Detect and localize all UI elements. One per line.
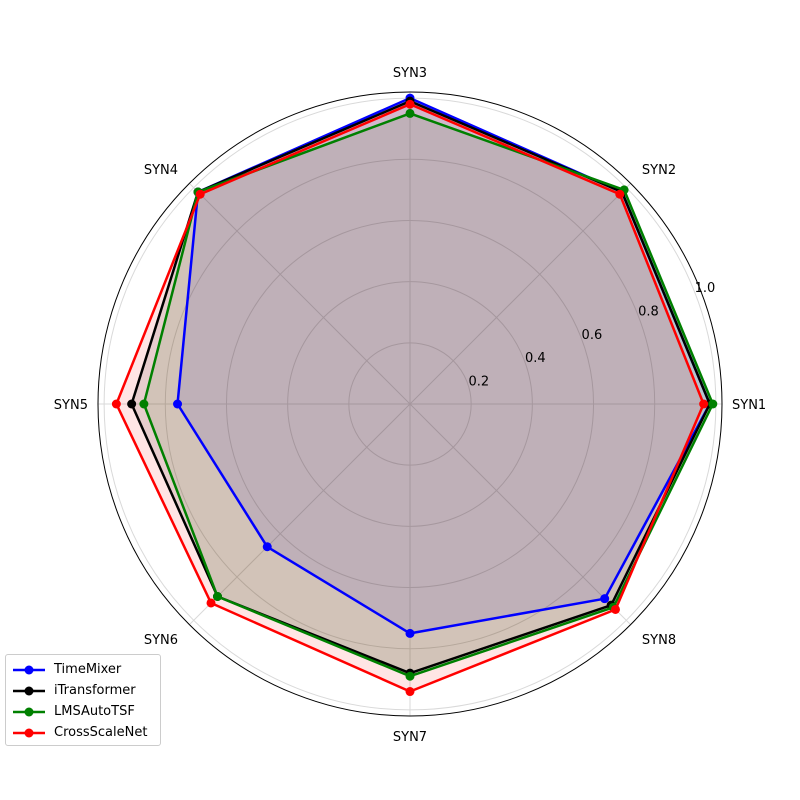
series-fills — [116, 98, 713, 692]
legend-item: TimeMixer — [12, 659, 154, 680]
r-tick-label-3: 0.8 — [638, 304, 659, 319]
series-3-point-6 — [405, 687, 415, 697]
series-1-point-4 — [127, 399, 137, 409]
series-3-point-0 — [699, 399, 709, 409]
category-label-syn7: SYN7 — [393, 730, 427, 745]
grid-spoke-5 — [189, 403, 411, 625]
series-2-point-5 — [213, 591, 223, 601]
legend-marker — [24, 665, 34, 674]
category-label-syn1: SYN1 — [732, 398, 766, 413]
legend-marker — [24, 728, 34, 737]
legend-item: iTransformer — [12, 680, 154, 701]
series-fill-3 — [116, 104, 704, 692]
series-3-point-4 — [111, 399, 121, 409]
legend-swatch — [13, 665, 45, 674]
series-0-point-4 — [173, 399, 183, 409]
legend-label: CrossScaleNet — [54, 725, 148, 740]
r-tick-label-4: 1.0 — [695, 281, 716, 296]
series-3-point-2 — [405, 99, 415, 109]
grid-layer — [97, 91, 723, 717]
series-fill-1 — [131, 101, 710, 674]
legend-label: TimeMixer — [54, 662, 122, 677]
legend-item: LMSAutoTSF — [12, 701, 154, 722]
legend-swatch — [13, 707, 45, 716]
series-0-point-7 — [600, 594, 610, 604]
series-2-point-0 — [708, 399, 718, 409]
legend-swatch — [13, 728, 45, 737]
category-label-syn2: SYN2 — [642, 163, 676, 178]
legend-label: LMSAutoTSF — [54, 704, 135, 719]
category-label-syn3: SYN3 — [393, 66, 427, 81]
series-3-point-5 — [206, 598, 216, 608]
series-2-point-2 — [405, 108, 415, 118]
series-lines — [111, 93, 718, 697]
series-2-point-4 — [139, 399, 149, 409]
legend-swatch — [13, 686, 45, 695]
labels: 0.2 0.4 0.6 0.8 1.0 SYN1 SYN2 SYN3 SYN4 SYN5 SYN6 S… — [54, 66, 766, 745]
r-tick-label-2: 0.6 — [582, 328, 603, 343]
legend-label: iTransformer — [54, 683, 136, 698]
r-tick-label-1: 0.4 — [525, 351, 546, 366]
legend-marker — [24, 707, 34, 716]
r-tick-label-0: 0.2 — [469, 375, 490, 390]
series-3-point-3 — [195, 189, 205, 199]
legend: TimeMixer iTransformer LMSAutoTSF CrossScal… — [5, 654, 161, 746]
grid-spoke-3 — [189, 183, 411, 405]
category-label-syn8: SYN8 — [642, 633, 676, 648]
series-3-point-7 — [610, 604, 620, 614]
series-2-point-6 — [405, 671, 415, 681]
series-3-point-1 — [615, 189, 625, 199]
grid-spoke-1 — [409, 183, 631, 405]
series-fill-0 — [177, 98, 710, 634]
series-fill-2 — [143, 113, 713, 677]
category-label-syn6: SYN6 — [144, 633, 178, 648]
polar-frame — [97, 91, 723, 717]
series-0-point-5 — [262, 542, 272, 552]
category-label-syn5: SYN5 — [54, 398, 88, 413]
legend-item: CrossScaleNet — [12, 722, 154, 743]
category-label-syn4: SYN4 — [144, 163, 178, 178]
legend-marker — [24, 686, 34, 695]
series-0-point-6 — [405, 628, 415, 638]
grid-spoke-7 — [409, 403, 631, 625]
